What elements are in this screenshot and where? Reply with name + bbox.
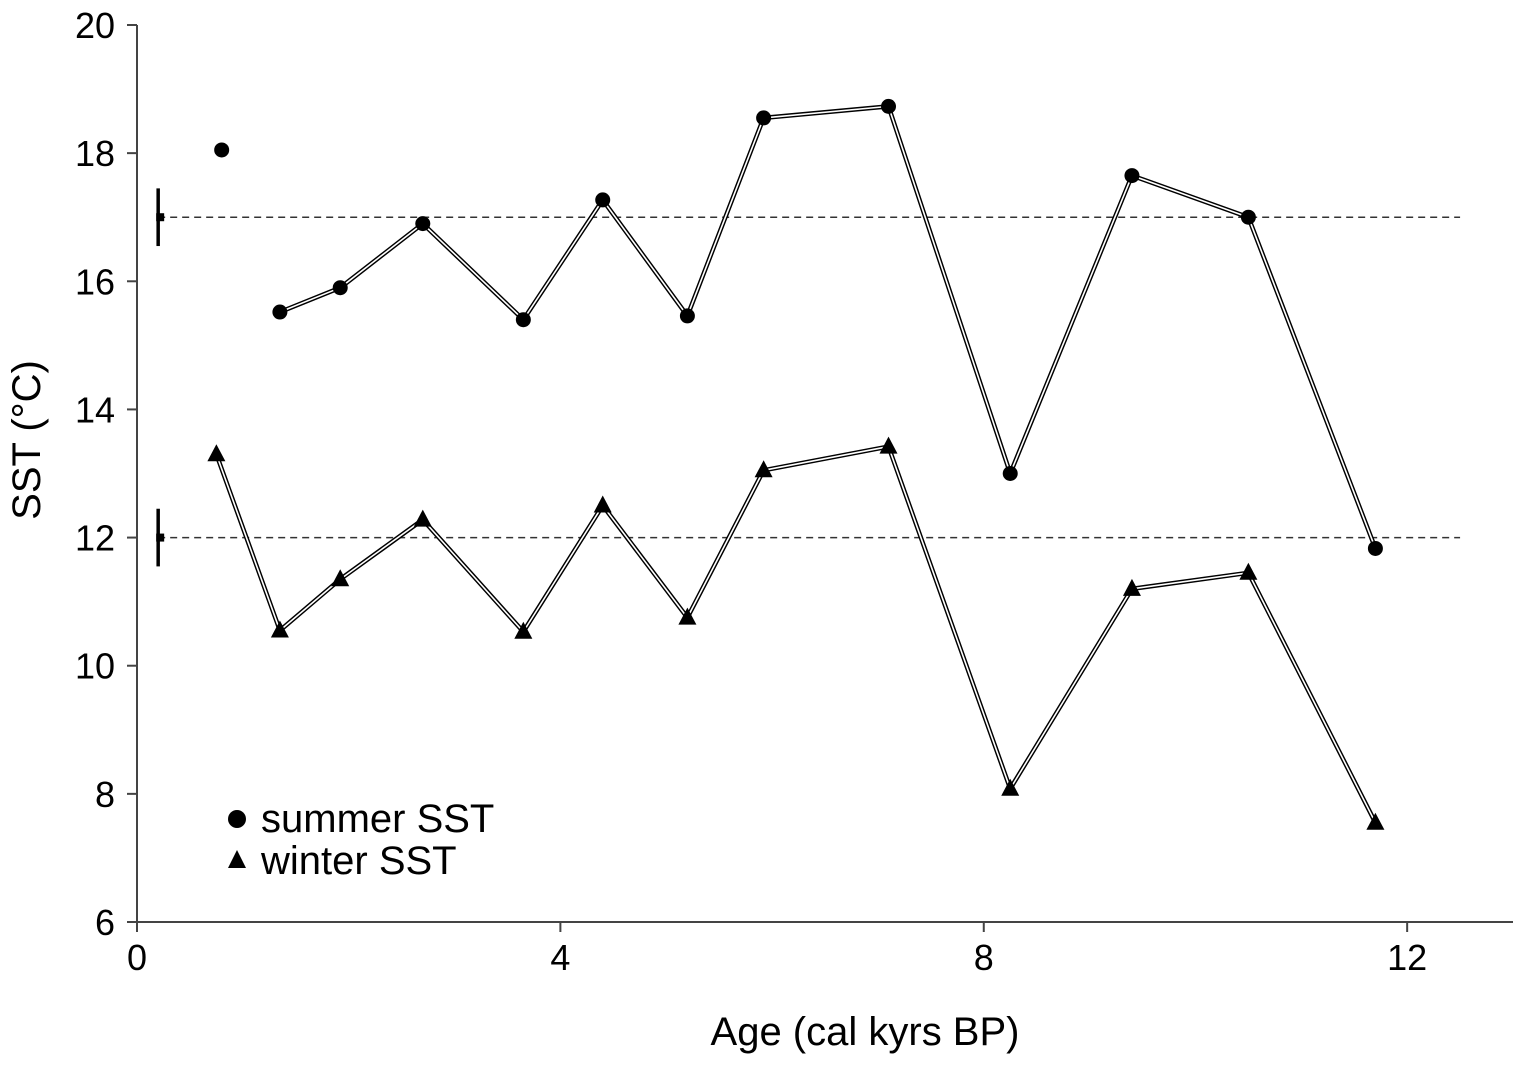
summer-sst-point xyxy=(332,280,348,296)
x-tick-label: 12 xyxy=(1387,937,1427,978)
summer-sst-line-outline xyxy=(279,104,1378,550)
axes-layer: 0 4 8 12 6 8 10 12 14 16 18 20 xyxy=(75,5,1513,978)
summer-sst-point xyxy=(595,192,611,208)
summer-sst-point xyxy=(272,304,288,320)
winter-sst-point xyxy=(207,444,226,462)
winter-sst-point xyxy=(413,509,432,527)
summer-sst-point xyxy=(881,98,897,114)
summer-sst-point xyxy=(756,110,772,126)
x-tick-label: 0 xyxy=(127,937,147,978)
legend-circle-marker xyxy=(228,810,246,828)
error-bar-center xyxy=(156,213,165,222)
y-tick-label: 16 xyxy=(75,261,115,302)
series-layer xyxy=(207,98,1385,830)
x-tick-label: 4 xyxy=(550,937,570,978)
error-bar-center xyxy=(156,533,165,542)
winter-sst-point xyxy=(1366,812,1385,830)
summer-sst-line-inner xyxy=(279,105,1377,549)
summer-sst-point xyxy=(1124,168,1140,184)
summer-sst-point xyxy=(415,216,431,232)
y-tick-label: 12 xyxy=(75,518,115,559)
winter-sst-point xyxy=(593,495,612,513)
winter-sst-point xyxy=(514,621,533,639)
summer-sst-point xyxy=(515,312,531,328)
x-axis-title: Age (cal kyrs BP) xyxy=(711,1010,1020,1054)
winter-sst-point xyxy=(1239,562,1258,580)
x-tick-label: 8 xyxy=(974,937,994,978)
y-axis-title: SST (°C) xyxy=(5,360,49,520)
winter-sst-point xyxy=(754,460,773,478)
y-tick-label: 10 xyxy=(75,646,115,687)
summer-sst-point xyxy=(679,308,695,324)
y-tick-label: 6 xyxy=(95,902,115,943)
reference-layer xyxy=(156,188,1461,567)
y-tick-label: 8 xyxy=(95,774,115,815)
summer-sst-point xyxy=(214,142,230,158)
summer-sst-point xyxy=(1240,209,1256,225)
winter-sst-line-outline xyxy=(214,444,1378,824)
winter-sst-point xyxy=(879,436,898,454)
winter-sst-point xyxy=(678,607,697,625)
winter-sst-point xyxy=(270,620,289,638)
y-tick-label: 20 xyxy=(75,5,115,46)
winter-sst-point xyxy=(1122,578,1141,596)
summer-sst-point xyxy=(1367,540,1383,556)
legend-label-summer: summer SST xyxy=(261,797,494,841)
y-tick-label: 14 xyxy=(75,389,115,430)
legend-triangle-marker xyxy=(228,850,246,868)
legend-label-winter: winter SST xyxy=(260,839,457,883)
legend: summer SST winter SST xyxy=(228,797,494,883)
y-tick-label: 18 xyxy=(75,133,115,174)
winter-sst-point xyxy=(331,569,350,587)
winter-sst-point xyxy=(1001,778,1020,796)
summer-sst-point xyxy=(1002,466,1018,481)
winter-sst-line-inner xyxy=(215,445,1377,824)
